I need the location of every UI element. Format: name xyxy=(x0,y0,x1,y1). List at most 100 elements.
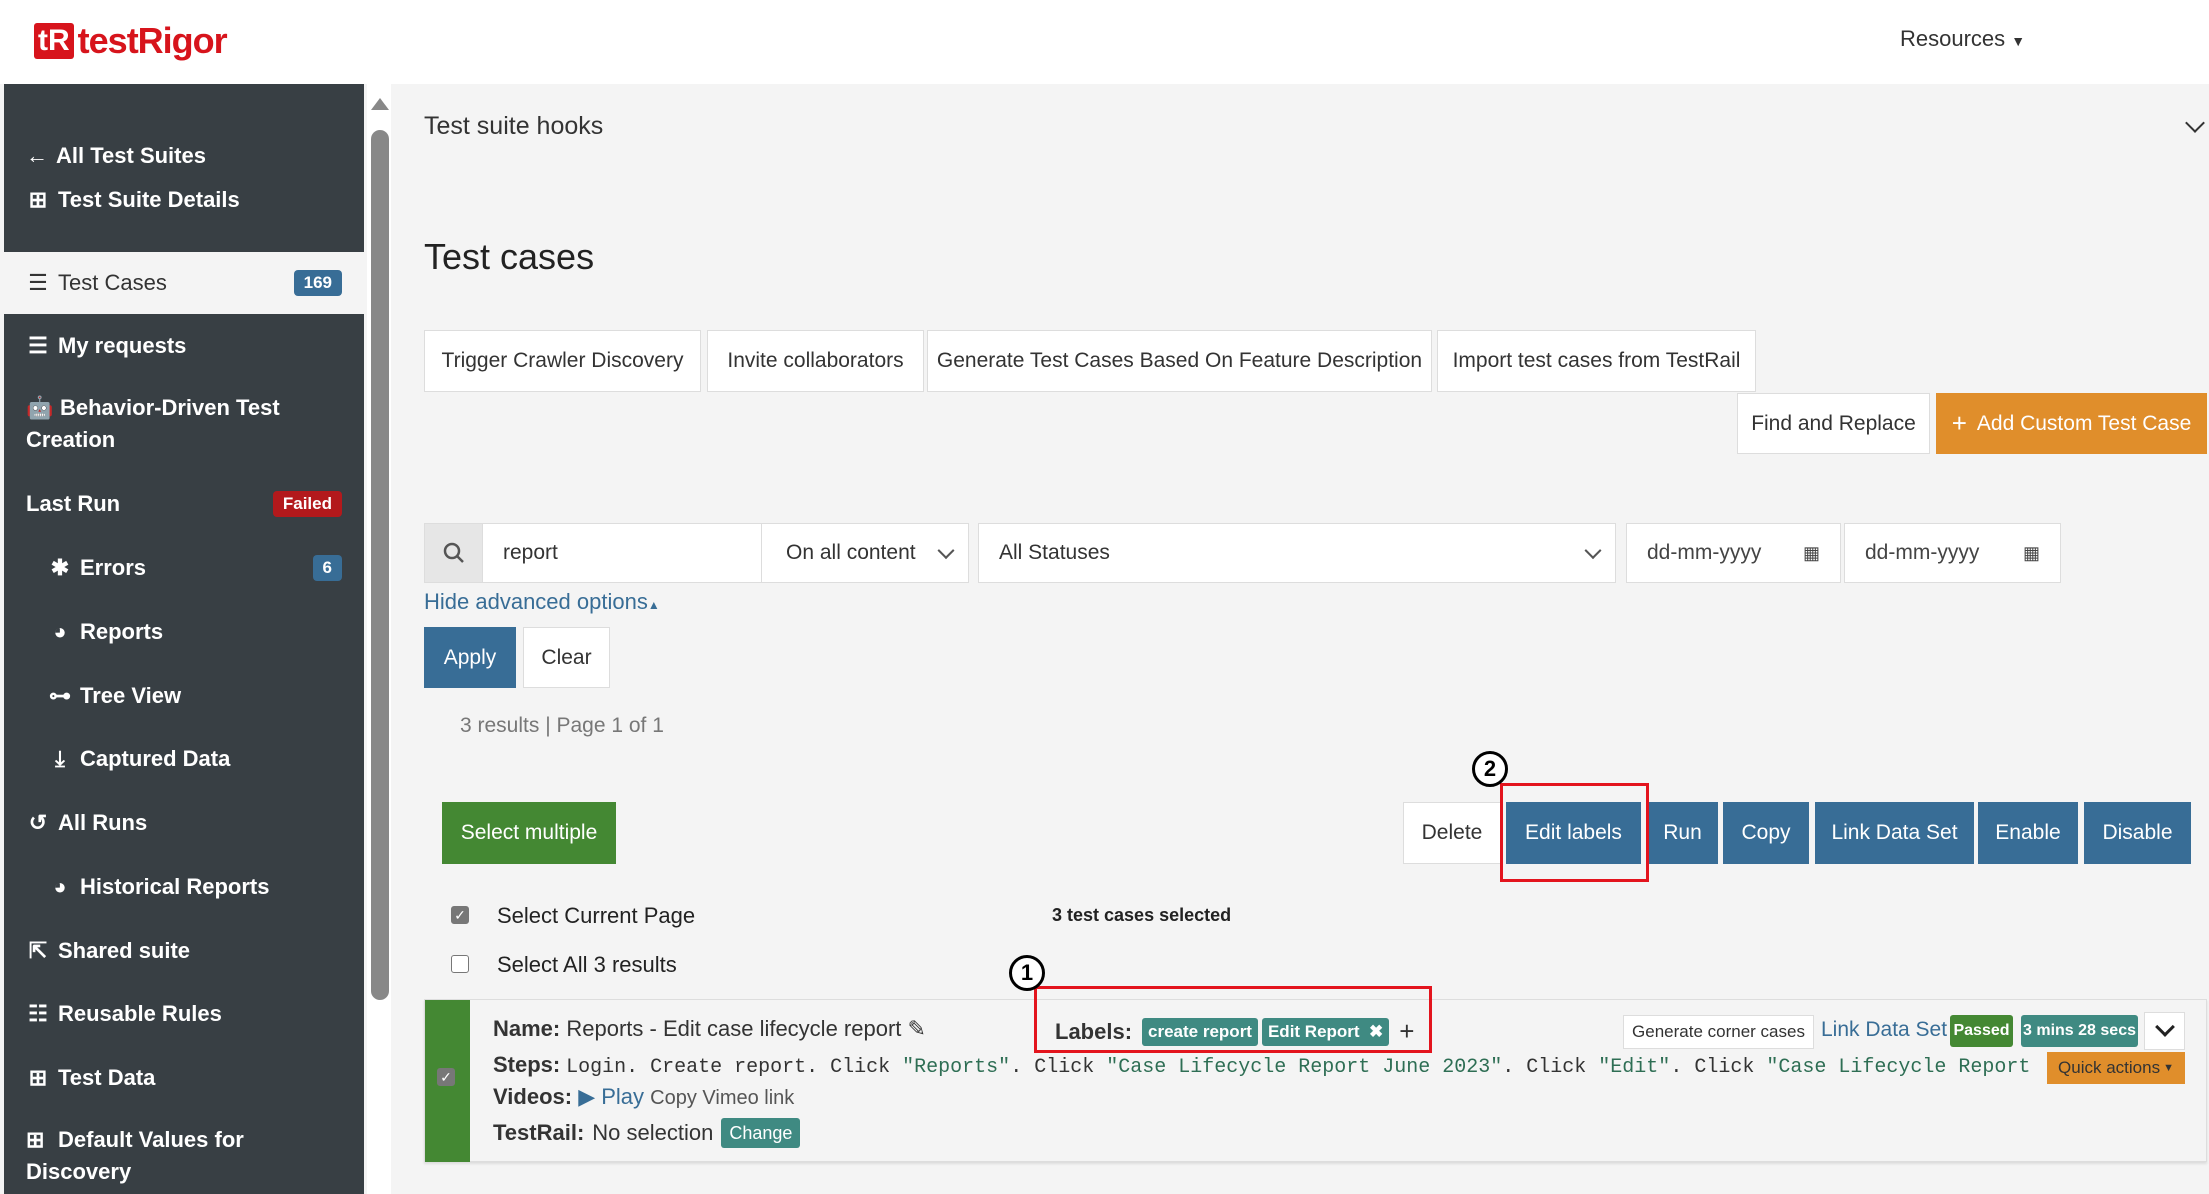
sidebar-item-all-test-suites[interactable]: ← All Test Suites xyxy=(4,140,364,172)
table-icon: ⊞ xyxy=(28,187,48,212)
caret-down-icon: ▼ xyxy=(2163,1062,2174,1074)
sidebar-item-errors[interactable]: ✱ Errors 6 xyxy=(4,552,364,584)
hide-advanced-options-link[interactable]: Hide advanced options▲ xyxy=(424,589,660,615)
sidebar-item-all-runs[interactable]: ↺ All Runs xyxy=(4,807,364,839)
label-tag[interactable]: Edit Report ✖ xyxy=(1261,1017,1390,1046)
status-select[interactable]: All Statuses xyxy=(978,523,1616,583)
resources-label: Resources xyxy=(1900,26,2006,51)
label: Test Suite Details xyxy=(58,187,240,212)
change-button[interactable]: Change xyxy=(721,1118,801,1148)
invite-collaborators-button[interactable]: Invite collaborators xyxy=(707,330,924,392)
status-badge: Passed xyxy=(1950,1015,2013,1047)
hooks-title[interactable]: Test suite hooks xyxy=(424,112,604,140)
search-icon[interactable] xyxy=(424,523,483,583)
label: All Statuses xyxy=(999,541,1110,564)
copy-vimeo-link[interactable]: Copy Vimeo link xyxy=(650,1087,795,1109)
enable-button[interactable]: Enable xyxy=(1978,802,2078,864)
caret-up-icon: ▲ xyxy=(647,598,660,612)
sidebar-item-captured-data[interactable]: ⤓ Captured Data xyxy=(4,743,364,775)
link-data-set-button[interactable]: Link Data Set xyxy=(1815,802,1974,864)
list-ul-icon: ☷ xyxy=(28,1001,48,1026)
trigger-crawler-button[interactable]: Trigger Crawler Discovery xyxy=(424,330,701,392)
expand-button[interactable] xyxy=(2144,1012,2185,1050)
label: Play xyxy=(601,1084,645,1109)
sidebar-item-shared-suite[interactable]: ⇱ Shared suite xyxy=(4,935,364,967)
label: Reports xyxy=(80,619,164,644)
list-icon: ☰ xyxy=(28,270,48,295)
scroll-up-icon[interactable] xyxy=(371,98,389,110)
top-header: tR testRigor Resources ▼ xyxy=(0,0,2209,84)
sidebar-item-last-run[interactable]: Last Run Failed xyxy=(4,488,364,520)
videos-row: Videos: ▶ Play Copy Vimeo link xyxy=(493,1084,794,1110)
date-from-input[interactable]: dd-mm-yyyy ▦ xyxy=(1626,523,1841,583)
sidebar-item-tree-view[interactable]: ⊶ Tree View xyxy=(4,680,364,712)
import-testrail-button[interactable]: Import test cases from TestRail xyxy=(1437,330,1756,392)
play-link[interactable]: ▶ Play xyxy=(578,1084,644,1109)
pie-chart-icon: ◕ xyxy=(53,874,67,899)
steps-row: Steps: Login. Create report. Click "Repo… xyxy=(493,1052,2033,1079)
resources-menu[interactable]: Resources ▼ xyxy=(1900,26,2025,52)
selected-count: 3 test cases selected xyxy=(1052,905,1232,925)
label-tag[interactable]: create report xyxy=(1142,1017,1258,1046)
label: Default Values for Discovery xyxy=(26,1127,244,1184)
search-input[interactable]: report xyxy=(482,523,762,583)
sidebar-item-reusable-rules[interactable]: ☷ Reusable Rules xyxy=(4,998,364,1030)
generate-test-cases-button[interactable]: Generate Test Cases Based On Feature Des… xyxy=(927,330,1432,392)
label: Last Run xyxy=(26,491,121,516)
select-multiple-button[interactable]: Select multiple xyxy=(442,802,616,864)
run-button[interactable]: Run xyxy=(1647,802,1718,864)
testrigor-logo[interactable]: tR testRigor xyxy=(34,20,228,62)
sidebar-item-test-data[interactable]: ⊞ Test Data xyxy=(4,1062,364,1094)
add-label-icon[interactable]: + xyxy=(1399,1016,1415,1046)
test-case-name-row: Name: Reports - Edit case lifecycle repo… xyxy=(493,1016,926,1042)
sidebar-item-reports[interactable]: ◕ Reports xyxy=(4,616,364,648)
label: Shared suite xyxy=(58,938,191,963)
quick-actions-button[interactable]: Quick actions ▼ xyxy=(2047,1052,2185,1084)
copy-button[interactable]: Copy xyxy=(1723,802,1809,864)
sidebar-item-historical-reports[interactable]: ◕ Historical Reports xyxy=(4,871,364,903)
sidebar-item-default-values[interactable]: Default Values for Discovery ⊞ xyxy=(4,1124,304,1188)
add-custom-test-case-button[interactable]: + Add Custom Test Case xyxy=(1936,393,2207,454)
apply-button[interactable]: Apply xyxy=(424,627,516,688)
chevron-down-icon xyxy=(2154,1017,2175,1037)
label: Hide advanced options xyxy=(424,589,648,614)
edit-icon[interactable]: ✎ xyxy=(907,1016,926,1041)
errors-badge: 6 xyxy=(312,555,342,581)
test-case-checkbox[interactable]: ✓ xyxy=(437,1068,455,1086)
calendar-icon: ▦ xyxy=(1802,542,1820,563)
results-summary: 3 results | Page 1 of 1 xyxy=(460,714,664,737)
table-icon: ⊞ xyxy=(28,1065,48,1090)
label: Test Cases xyxy=(58,270,167,295)
link-data-set-link[interactable]: Link Data Set xyxy=(1821,1018,1948,1041)
select-current-page-checkbox[interactable]: ✓ xyxy=(451,906,469,924)
disable-button[interactable]: Disable xyxy=(2084,802,2191,864)
test-case-name[interactable]: Reports - Edit case lifecycle report xyxy=(566,1016,902,1041)
test-count-badge: 169 xyxy=(293,270,342,296)
clear-button[interactable]: Clear xyxy=(523,627,610,688)
sidebar-item-bdd[interactable]: Behavior-Driven Test Creation 🤖 xyxy=(4,392,324,456)
testrail-row: TestRail: No selection Change xyxy=(493,1118,801,1148)
scrollbar-thumb[interactable] xyxy=(371,130,389,1000)
sidebar-item-my-requests[interactable]: ☰ My requests xyxy=(4,330,364,362)
label: On all content xyxy=(786,541,916,564)
chevron-down-icon[interactable] xyxy=(2185,113,2205,133)
scope-select[interactable]: On all content xyxy=(761,523,969,583)
label: Quick actions xyxy=(2058,1058,2161,1077)
delete-button[interactable]: Delete xyxy=(1403,802,1501,864)
sidebar-item-test-cases[interactable]: ☰ Test Cases 169 xyxy=(4,252,364,314)
remove-label-icon[interactable]: ✖ xyxy=(1369,1021,1384,1041)
label: Test Data xyxy=(58,1065,156,1090)
select-current-page-label: Select Current Page xyxy=(497,903,696,928)
label: TestRail: xyxy=(493,1120,585,1145)
table-icon: ⊞ xyxy=(26,1127,45,1152)
plus-icon: + xyxy=(1951,408,1967,438)
label: Behavior-Driven Test Creation xyxy=(26,395,280,452)
select-all-checkbox[interactable] xyxy=(451,955,469,973)
generate-corner-cases-button[interactable]: Generate corner cases xyxy=(1623,1015,1814,1049)
label: Tree View xyxy=(80,683,182,708)
sidebar-item-test-suite-details[interactable]: ⊞ Test Suite Details xyxy=(4,184,364,216)
find-replace-button[interactable]: Find and Replace xyxy=(1737,393,1930,454)
edit-labels-button[interactable]: Edit labels xyxy=(1506,802,1641,864)
date-to-input[interactable]: dd-mm-yyyy ▦ xyxy=(1844,523,2061,583)
annotation-1: 1 xyxy=(1009,955,1045,991)
